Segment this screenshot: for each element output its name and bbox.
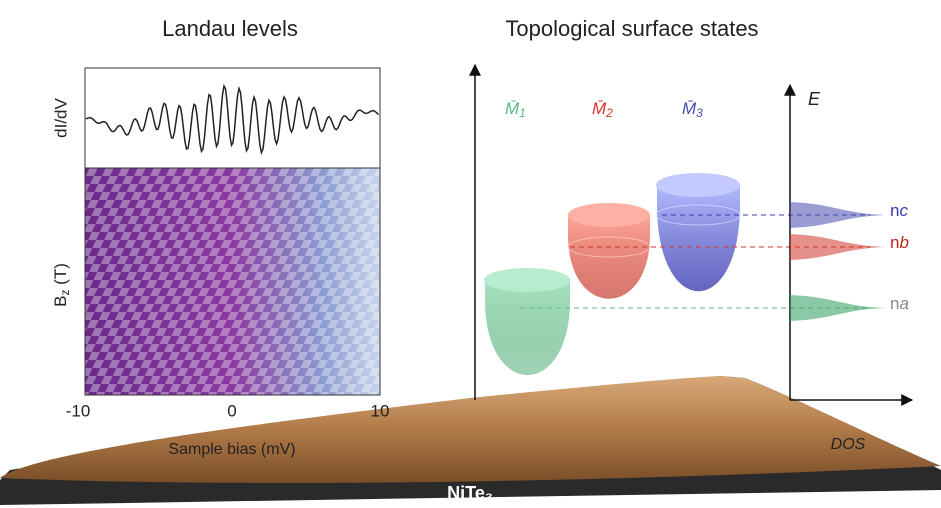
x-label: Sample bias (mV) [168, 441, 295, 458]
panel-title: Landau levels [162, 16, 298, 41]
heatmap-texture [84, 167, 381, 396]
x-tick-label: -10 [66, 401, 91, 420]
level-label: nc [890, 201, 908, 220]
pocket-label-sub: 1 [519, 106, 526, 120]
dos-peak [790, 295, 885, 321]
pocket-label: M̄3 [682, 99, 703, 120]
didv-curve [85, 83, 380, 155]
level-label: nb [890, 233, 909, 252]
level-main: n [890, 201, 899, 220]
x-tick-label: 0 [227, 401, 236, 420]
pocket-label-main: M̄ [682, 99, 697, 118]
y-label: Bz (T) [51, 263, 72, 307]
level-label: na [890, 294, 909, 313]
x-tick-label: 10 [371, 401, 390, 420]
y-label: dI/dV [51, 97, 70, 137]
y-label-unit: (T) [51, 263, 70, 289]
level-sub: a [899, 294, 908, 313]
substrate-surface [0, 376, 941, 483]
dos-label: DOS [831, 436, 866, 453]
level-sub: c [899, 201, 908, 220]
level-main: n [890, 294, 899, 313]
pocket-label: M̄1 [505, 99, 526, 120]
pocket-label: M̄2 [592, 99, 613, 120]
pocket-label-sub: 2 [605, 106, 613, 120]
y-label-sub: z [58, 290, 72, 296]
energy-label: E [808, 89, 821, 109]
pocket-blue [655, 173, 741, 292]
didv-frame [84, 67, 381, 169]
dos-peak [790, 234, 885, 260]
pocket-label-sub: 3 [696, 106, 703, 120]
substrate-label: NiTe₂ [447, 483, 493, 503]
level-sub: b [899, 233, 908, 252]
pocket-label-main: M̄ [592, 99, 607, 118]
level-main: n [890, 233, 899, 252]
pocket-red [567, 203, 651, 299]
dos-peak [790, 202, 885, 228]
pocket-green [484, 268, 570, 375]
panel-title: Topological surface states [505, 16, 758, 41]
pocket-label-main: M̄ [505, 99, 520, 118]
y-label-main: B [51, 296, 70, 307]
